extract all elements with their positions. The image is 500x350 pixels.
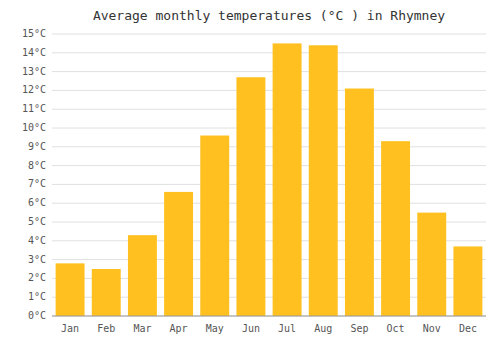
y-tick-label: 2°C (28, 272, 46, 283)
x-axis-line (52, 316, 486, 317)
grid (52, 34, 486, 316)
grid-line (52, 52, 486, 53)
x-tick-label: Nov (423, 323, 441, 334)
bar (345, 89, 374, 316)
y-tick-label: 7°C (28, 178, 46, 189)
grid-line (52, 90, 486, 91)
y-tick-label: 11°C (22, 103, 46, 114)
bar (236, 77, 265, 316)
grid-line (52, 34, 486, 35)
y-tick-label: 8°C (28, 160, 46, 171)
y-tick-label: 14°C (22, 47, 46, 58)
x-tick-label: Jul (278, 323, 296, 334)
chart: Average monthly temperatures (°C ) in Rh… (0, 0, 500, 350)
x-tick-label: Jun (242, 323, 260, 334)
x-tick-label: May (206, 323, 224, 334)
bar (309, 45, 338, 316)
grid-line (52, 165, 486, 166)
y-tick-label: 5°C (28, 216, 46, 227)
x-tick-label: Aug (314, 323, 332, 334)
y-axis: 0°C 1°C 2°C 3°C 4°C 5°C 6°C 7°C 8°C 9°C 10°C 11°C 12… (22, 28, 46, 321)
x-tick-label: Sep (350, 323, 368, 334)
y-tick-label: 13°C (22, 66, 46, 77)
y-tick-label: 0°C (28, 310, 46, 321)
grid-line (52, 146, 486, 147)
y-tick-label: 10°C (22, 122, 46, 133)
y-tick-label: 12°C (22, 84, 46, 95)
x-tick-label: Mar (133, 323, 151, 334)
grid-line (52, 71, 486, 72)
y-tick-label: 6°C (28, 197, 46, 208)
bar (381, 141, 410, 316)
y-tick-label: 3°C (28, 254, 46, 265)
grid-line (52, 128, 486, 129)
grid-line (52, 203, 486, 204)
bar (56, 263, 85, 316)
grid-line (52, 184, 486, 185)
y-tick-label: 1°C (28, 291, 46, 302)
x-tick-label: Feb (97, 323, 115, 334)
x-tick-label: Dec (459, 323, 477, 334)
grid-line (52, 109, 486, 110)
x-axis: Jan Feb Mar Apr May Jun Jul Aug Sep Oct Nov Dec (61, 323, 477, 334)
bar (453, 246, 482, 316)
x-tick-label: Jan (61, 323, 79, 334)
page: {"chart_data": {"type": "bar", "title": … (0, 0, 500, 350)
bar (164, 192, 193, 316)
bar (128, 235, 157, 316)
y-tick-label: 9°C (28, 141, 46, 152)
x-tick-label: Oct (387, 323, 405, 334)
bar (273, 43, 302, 316)
bars (56, 43, 483, 316)
y-tick-label: 4°C (28, 235, 46, 246)
title: Average monthly temperatures (°C ) in Rh… (93, 8, 445, 23)
bar (200, 136, 229, 316)
grid-line (52, 316, 486, 317)
x-tick-label: Apr (170, 323, 188, 334)
y-tick-label: 15°C (22, 28, 46, 39)
bar (92, 269, 121, 316)
chart-container: Average monthly temperatures (°C ) in Rh… (0, 0, 500, 350)
bar (417, 213, 446, 316)
